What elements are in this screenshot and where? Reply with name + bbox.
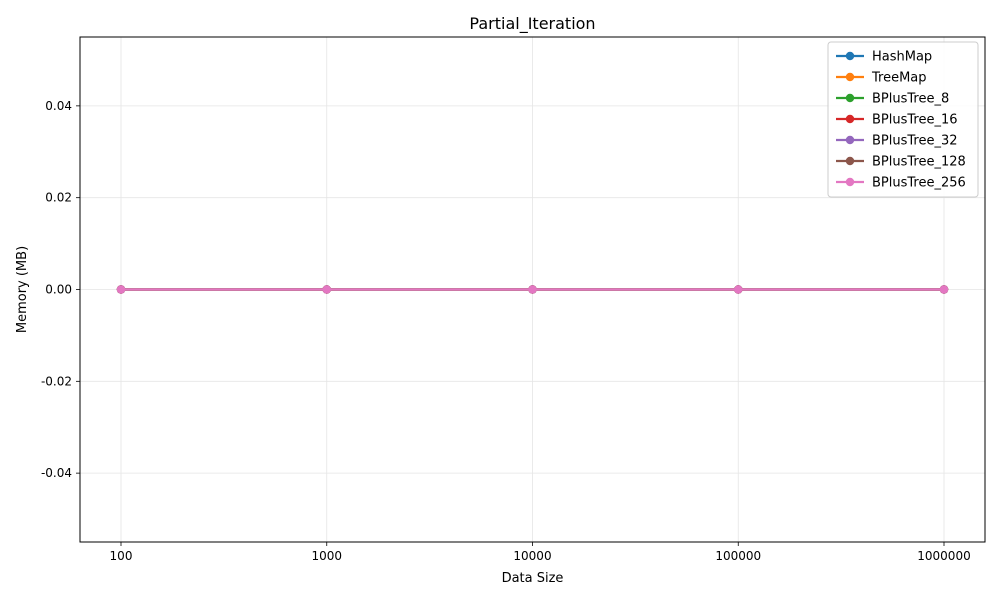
x-tick-label: 100 xyxy=(110,549,133,563)
y-tick-label: 0.00 xyxy=(45,283,72,297)
legend-marker xyxy=(845,135,855,145)
x-tick-label: 1000 xyxy=(311,549,342,563)
legend-marker xyxy=(845,72,855,82)
y-tick-label: 0.04 xyxy=(45,99,72,113)
legend-label: BPlusTree_256 xyxy=(872,176,966,191)
legend-label: BPlusTree_128 xyxy=(872,155,966,170)
x-tick-label: 10000 xyxy=(513,549,551,563)
legend: HashMap TreeMap BPlusTree_8 BPlusTree_16 BPl… xyxy=(827,41,979,198)
legend-item: BPlusTree_8 xyxy=(836,92,949,107)
data-point xyxy=(322,285,331,294)
x-tick-label: 100000 xyxy=(715,549,761,563)
legend-marker xyxy=(845,177,855,187)
y-tick-label: -0.02 xyxy=(41,374,72,388)
x-axis-title: Data Size xyxy=(502,571,564,586)
legend-box xyxy=(827,41,979,198)
y-tick-label: 0.02 xyxy=(45,191,72,205)
legend-item: BPlusTree_128 xyxy=(836,155,966,170)
legend-label: HashMap xyxy=(872,50,932,65)
series-BPlusTree_256 xyxy=(116,285,949,294)
axes: 100 1000 10000 100000 1000000 0.04 0.02 0.00 -0.… xyxy=(41,99,971,563)
x-tick-label: 1000000 xyxy=(917,549,970,563)
legend-marker xyxy=(845,156,855,166)
legend-label: BPlusTree_8 xyxy=(872,92,949,107)
legend-marker xyxy=(845,114,855,124)
data-point xyxy=(528,285,537,294)
legend-marker xyxy=(845,51,855,61)
legend-item: TreeMap xyxy=(836,71,927,86)
series-layer xyxy=(116,285,949,294)
legend-item: BPlusTree_32 xyxy=(836,134,958,149)
data-point xyxy=(116,285,126,294)
data-point xyxy=(939,285,949,294)
legend-item: BPlusTree_256 xyxy=(836,176,966,191)
data-point xyxy=(734,285,743,294)
legend-label: BPlusTree_16 xyxy=(872,113,958,128)
legend-marker xyxy=(845,93,855,103)
legend-item: BPlusTree_16 xyxy=(836,113,958,128)
legend-label: TreeMap xyxy=(871,71,927,86)
legend-item: HashMap xyxy=(836,50,932,65)
legend-label: BPlusTree_32 xyxy=(872,134,958,149)
y-axis-title: Memory (MB) xyxy=(15,246,30,333)
chart-title: Partial_Iteration xyxy=(469,14,595,34)
y-tick-label: -0.04 xyxy=(41,466,72,480)
